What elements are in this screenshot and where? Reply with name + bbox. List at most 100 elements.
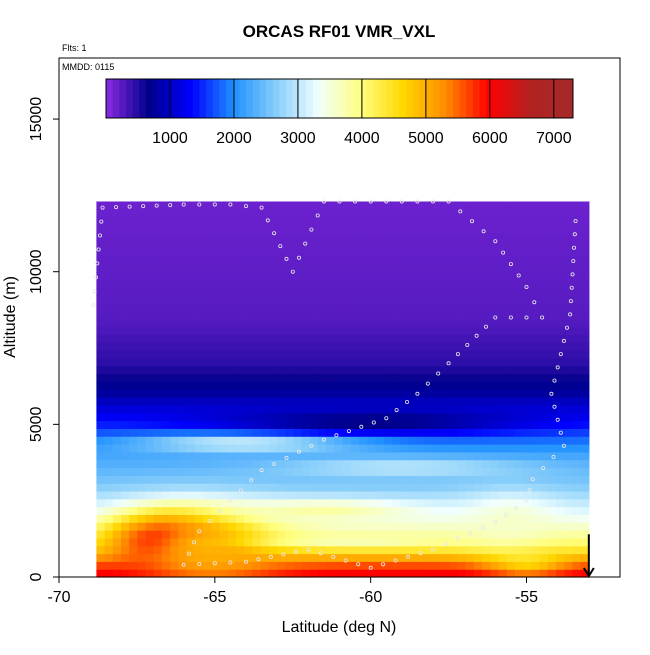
heatmap-cell	[572, 264, 582, 273]
heatmap-cell	[572, 279, 582, 289]
heatmap-cell	[235, 569, 245, 578]
heatmap-cell	[293, 545, 303, 555]
heatmap-cell	[162, 553, 171, 562]
heatmap	[96, 201, 590, 578]
heatmap-cell	[121, 397, 130, 406]
track-point	[315, 213, 320, 218]
heatmap-cell	[342, 483, 352, 492]
heatmap-cell	[416, 530, 426, 539]
heatmap-cell	[465, 444, 475, 453]
heatmap-cell	[276, 318, 286, 328]
heatmap-cell	[112, 569, 122, 578]
heatmap-cell	[449, 514, 459, 523]
heatmap-cell	[137, 522, 147, 531]
heatmap-cell	[506, 209, 516, 218]
heatmap-cell	[186, 412, 196, 422]
heatmap-cell	[244, 334, 253, 343]
heatmap-cell	[424, 498, 434, 508]
heatmap-cell	[424, 428, 434, 437]
heatmap-cell	[293, 248, 303, 257]
heatmap-cell	[334, 256, 344, 265]
heatmap-cell	[400, 467, 409, 476]
heatmap-cell	[432, 287, 442, 296]
heatmap-cell	[178, 412, 188, 422]
heatmap-cell	[514, 373, 524, 383]
heatmap-cell	[129, 303, 139, 312]
heatmap-cell	[227, 569, 237, 578]
heatmap-cell	[260, 256, 270, 265]
heatmap-cell	[539, 311, 549, 320]
heatmap-cell	[465, 490, 475, 500]
heatmap-cell	[318, 428, 327, 437]
heatmap-cell	[211, 326, 221, 336]
heatmap-cell	[400, 334, 409, 343]
heatmap-cell	[219, 232, 229, 242]
heatmap-cell	[547, 561, 557, 570]
heatmap-cell	[473, 318, 483, 328]
heatmap-cell	[227, 381, 237, 390]
heatmap-cell	[531, 569, 541, 578]
heatmap-cell	[145, 248, 155, 257]
heatmap-cell	[153, 209, 163, 218]
heatmap-cell	[96, 217, 106, 226]
heatmap-cell	[268, 444, 278, 453]
heatmap-cell	[482, 217, 491, 226]
track-point	[368, 565, 373, 570]
heatmap-cell	[547, 365, 557, 375]
heatmap-cell	[301, 397, 311, 406]
heatmap-cell	[186, 365, 196, 375]
heatmap-cell	[547, 444, 557, 453]
track-point	[249, 478, 254, 483]
heatmap-cell	[162, 498, 171, 508]
heatmap-cell	[359, 475, 368, 484]
colorbar-strip	[352, 79, 361, 118]
heatmap-cell	[424, 271, 434, 281]
heatmap-cell	[186, 397, 196, 406]
heatmap-cell	[178, 209, 188, 218]
flight-track	[91, 199, 578, 570]
heatmap-cell	[153, 483, 163, 492]
heatmap-cell	[268, 271, 278, 281]
heatmap-cell	[367, 397, 377, 406]
heatmap-cell	[465, 279, 475, 289]
track-point	[555, 417, 560, 422]
heatmap-cell	[432, 490, 442, 500]
heatmap-cell	[186, 311, 196, 320]
heatmap-cell	[457, 498, 467, 508]
heatmap-cell	[211, 545, 221, 555]
heatmap-cell	[432, 514, 442, 523]
heatmap-cell	[194, 232, 204, 242]
heatmap-cell	[129, 444, 139, 453]
heatmap-cell	[121, 569, 130, 578]
heatmap-cell	[391, 334, 401, 343]
heatmap-cell	[285, 209, 294, 218]
heatmap-cell	[252, 522, 262, 531]
heatmap-cell	[219, 248, 229, 257]
heatmap-cell	[244, 514, 253, 523]
heatmap-cell	[235, 404, 245, 414]
heatmap-cell	[506, 217, 516, 226]
heatmap-cell	[219, 311, 229, 320]
heatmap-cell	[473, 240, 483, 250]
heatmap-cell	[391, 412, 401, 422]
heatmap-cell	[465, 342, 475, 351]
heatmap-cell	[293, 381, 303, 390]
heatmap-cell	[391, 404, 401, 414]
heatmap-cell	[276, 483, 286, 492]
heatmap-cell	[391, 217, 401, 226]
heatmap-cell	[203, 444, 212, 453]
track-point	[469, 219, 474, 224]
heatmap-cell	[408, 381, 418, 390]
heatmap-cell	[186, 514, 196, 523]
heatmap-cell	[457, 475, 467, 484]
heatmap-cell	[268, 295, 278, 304]
track-point	[331, 554, 336, 559]
heatmap-cell	[309, 428, 319, 437]
heatmap-cell	[457, 350, 467, 359]
heatmap-cell	[408, 334, 418, 343]
heatmap-cell	[112, 404, 122, 414]
heatmap-cell	[293, 271, 303, 281]
heatmap-cell	[268, 201, 278, 210]
heatmap-cell	[318, 483, 327, 492]
heatmap-cell	[523, 334, 532, 343]
